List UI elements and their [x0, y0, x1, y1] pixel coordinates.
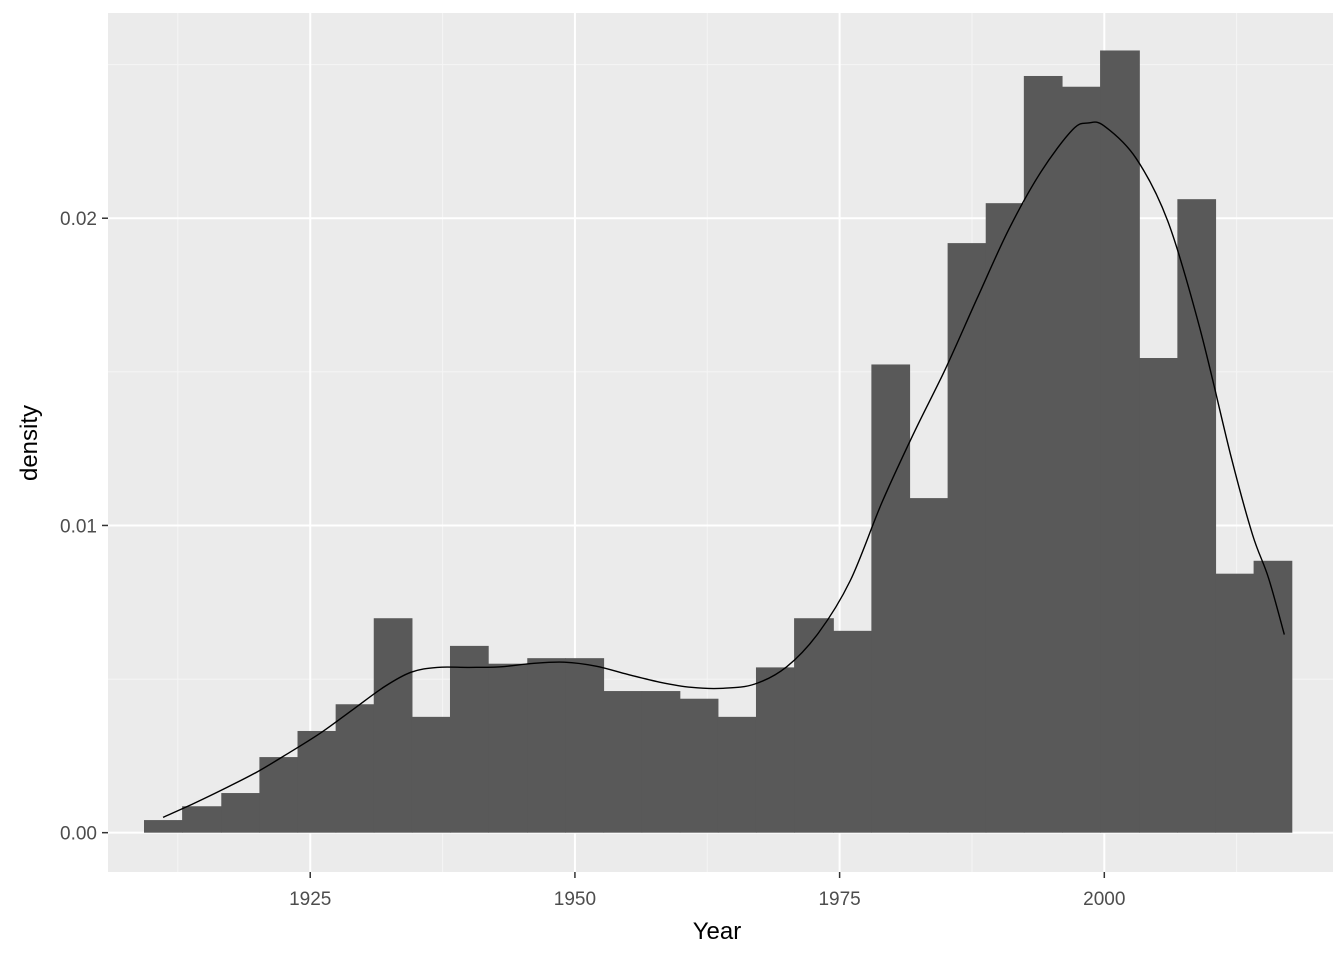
histogram-bar — [641, 691, 681, 833]
histogram-bar — [1215, 573, 1255, 833]
histogram-bar — [1177, 199, 1217, 833]
y-tick-label: 0.02 — [60, 209, 97, 230]
histogram-bar — [411, 716, 451, 833]
histogram-bar — [833, 630, 872, 833]
histogram-bar — [755, 667, 795, 833]
density-curve — [162, 121, 1285, 818]
histogram-bar — [373, 618, 413, 833]
histogram-bar — [259, 757, 299, 833]
histogram-bar — [947, 243, 987, 833]
histogram-bar — [909, 498, 949, 833]
histogram-bar — [1253, 560, 1293, 833]
histogram-bar — [1139, 358, 1178, 833]
y-tick-label: 0.00 — [60, 824, 97, 845]
density-curve-group — [162, 121, 1285, 818]
histogram-bar — [985, 203, 1025, 833]
y-axis-title: density — [16, 405, 43, 481]
histogram-bar — [527, 658, 566, 833]
histogram-bar — [1100, 50, 1140, 833]
histogram-bar — [794, 618, 834, 833]
y-tick-label: 0.01 — [60, 516, 97, 537]
x-axis-title: Year — [693, 918, 742, 945]
histogram-bar — [221, 793, 261, 833]
histogram-bar — [679, 698, 719, 833]
histogram-bar — [717, 716, 757, 833]
histogram-bar — [143, 820, 183, 833]
histogram-bars — [143, 50, 1293, 833]
x-tick-label: 2000 — [1083, 889, 1125, 910]
x-tick-label: 1975 — [818, 889, 860, 910]
histogram-bar — [182, 806, 222, 833]
histogram-bar — [488, 663, 528, 833]
axes — [102, 217, 1106, 878]
histogram-bar — [1023, 75, 1063, 833]
tick-labels: 1925 1950 1975 2000 0.00 0.01 0.02 — [60, 209, 1125, 910]
x-tick-label: 1950 — [554, 889, 596, 910]
histogram-bar — [603, 691, 643, 833]
histogram-bar — [297, 730, 337, 833]
histogram-bar — [1061, 86, 1101, 833]
histogram-bar — [871, 364, 911, 833]
histogram-bar — [565, 658, 605, 833]
histogram-bar — [335, 704, 375, 833]
x-tick-label: 1925 — [289, 889, 331, 910]
histogram-bar — [449, 645, 489, 833]
